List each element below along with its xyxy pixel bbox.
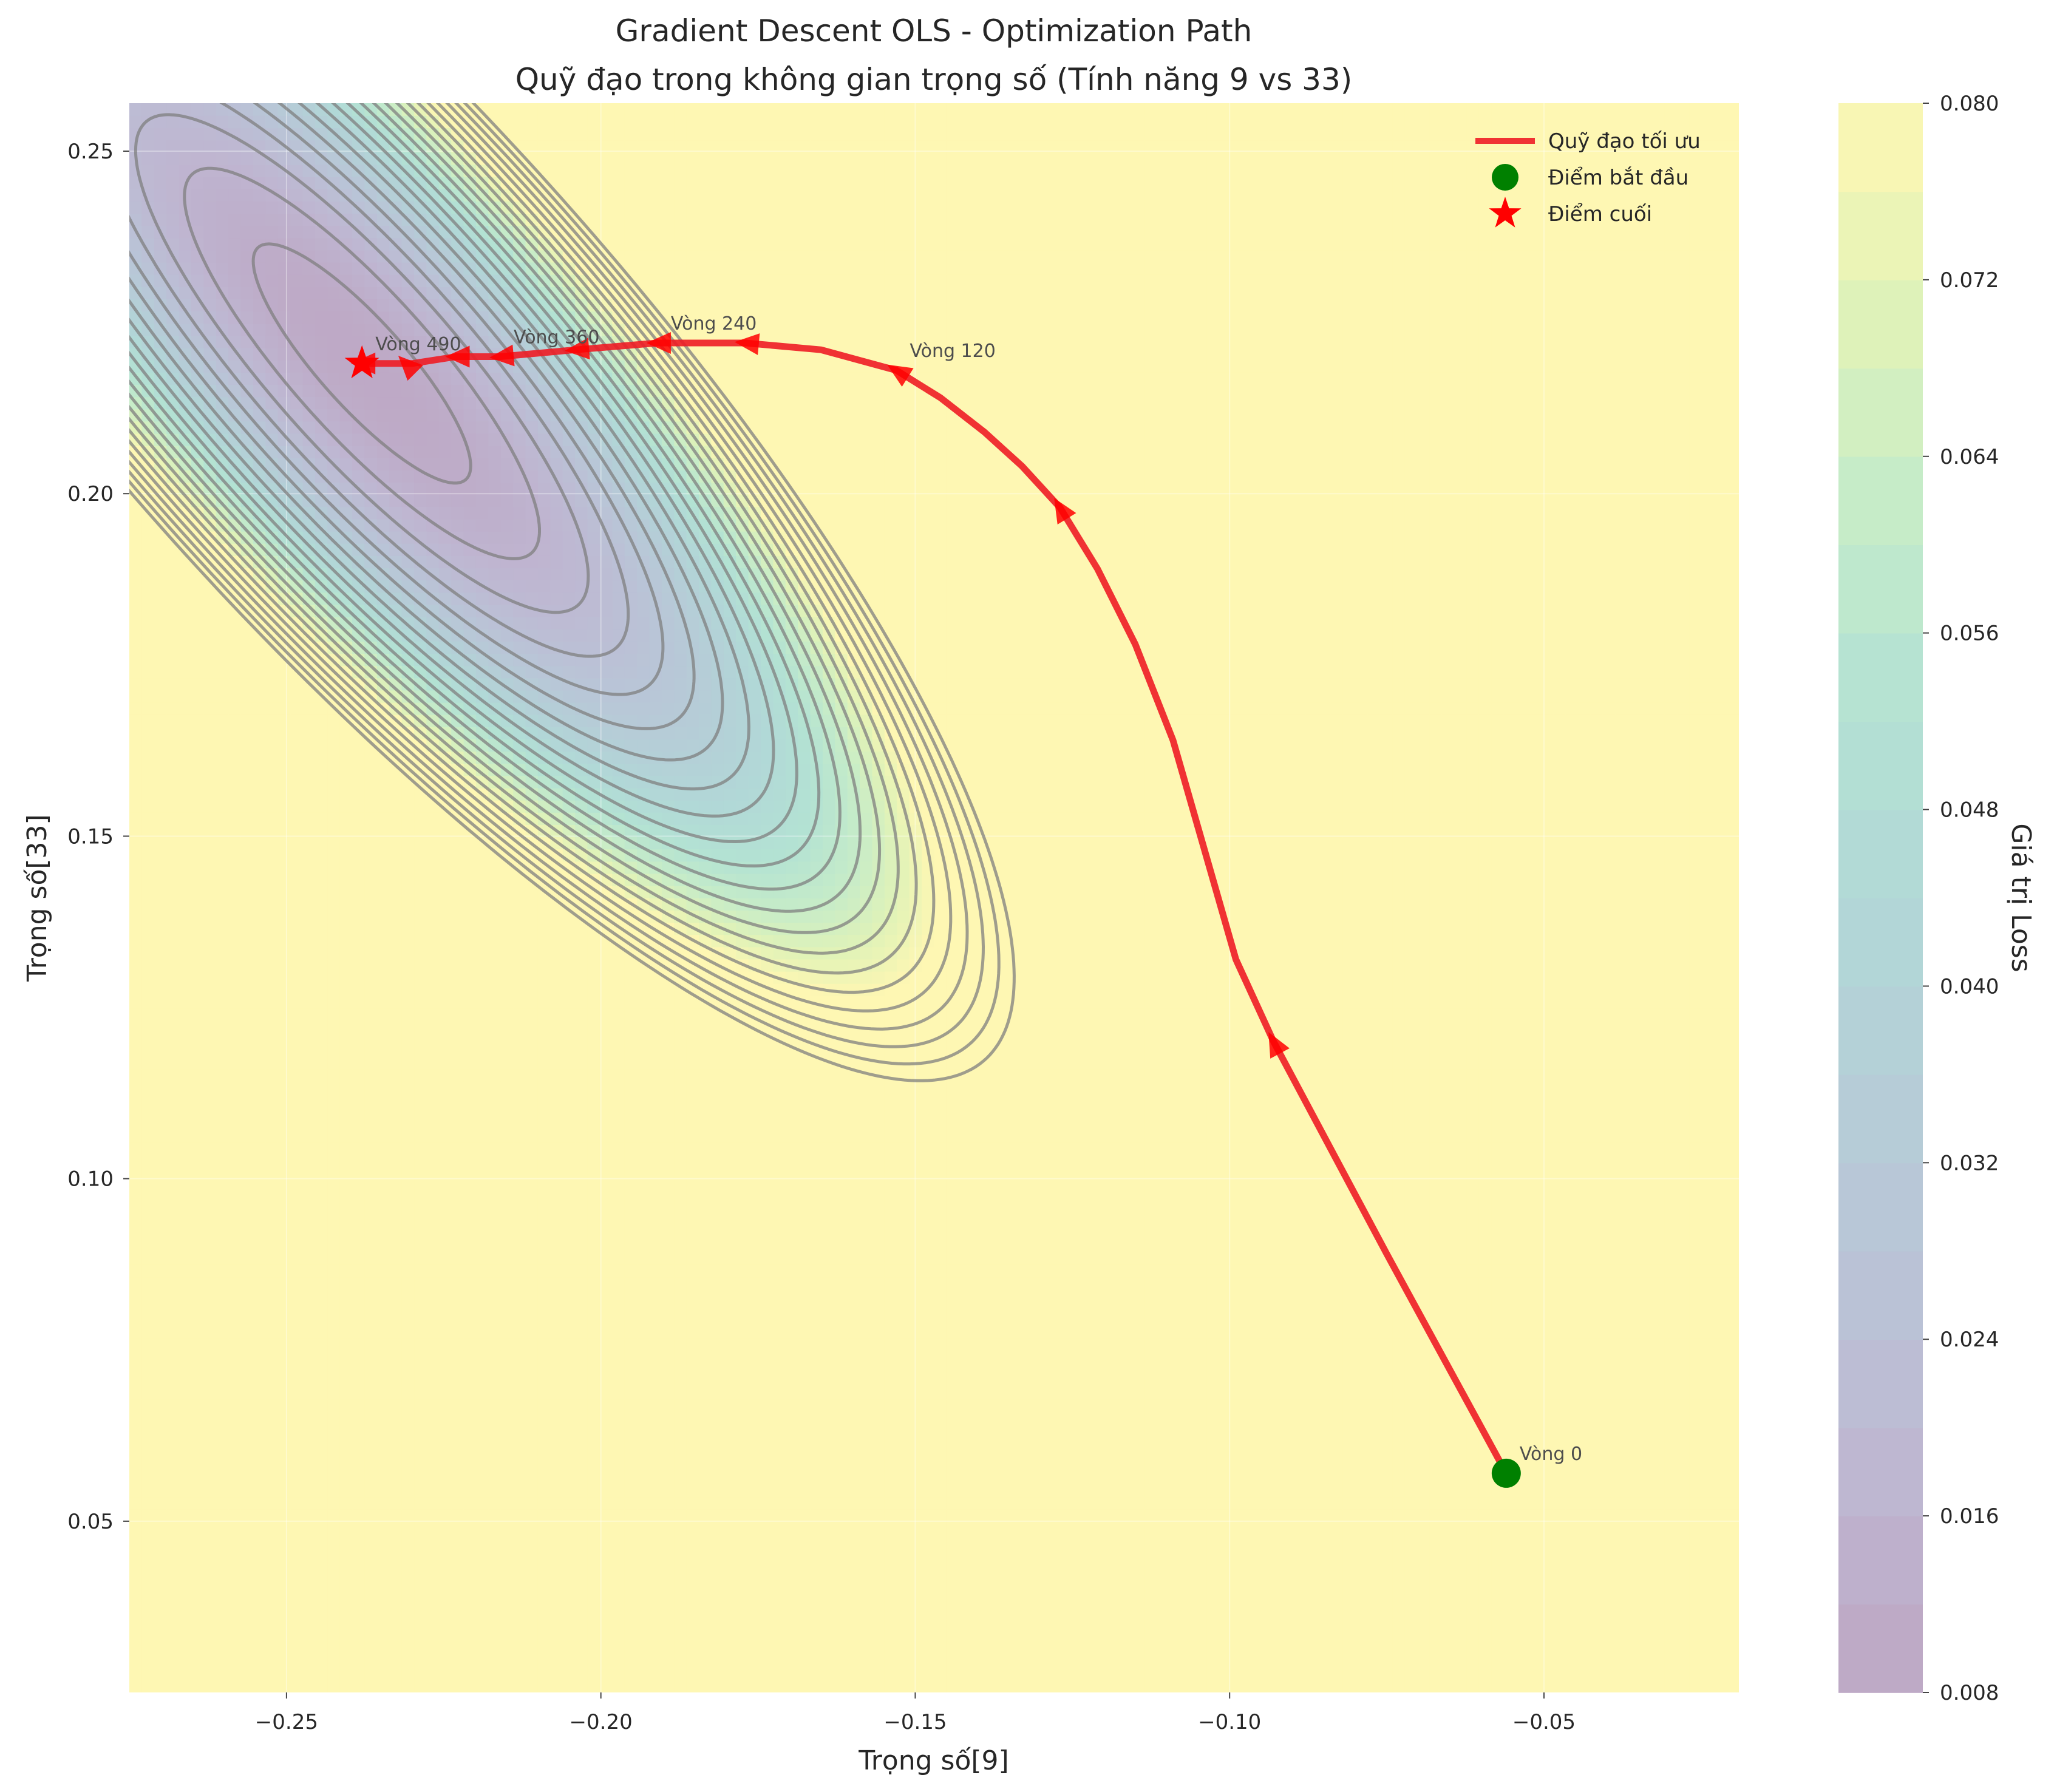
iteration-annotations: Vòng 0 Vòng 120 Vòng 240 Vòng 360 Vòng 490 [375,313,1582,1465]
iteration-annotation: Vòng 120 [910,341,995,362]
colorbar-band [1838,545,1923,634]
x-tick-label: −0.10 [1198,1710,1261,1734]
contour-line [129,103,798,844]
colorbar-tick-label: 0.048 [1940,798,1999,823]
contour-lines [129,103,1016,1082]
y-tick-label: 0.15 [67,824,114,849]
colorbar-band [1838,1251,1923,1340]
colorbar-band [1838,1339,1923,1428]
iteration-annotation: Vòng 360 [514,327,599,348]
colorbar-band [1838,456,1923,546]
contour-line [129,103,821,868]
contour-line [129,103,1001,1066]
y-tick-label: 0.25 [67,140,114,164]
y-axis: 0.05 0.10 0.15 0.20 0.25 [67,140,129,1534]
colorbar-tick-label: 0.040 [1940,974,1999,999]
legend-star-swatch [1489,197,1522,228]
colorbar-band [1838,633,1923,722]
colorbar-band [1838,279,1923,369]
contour-line [251,242,472,485]
colorbar-tick-label: 0.072 [1940,268,1999,293]
colorbar-band [1838,1427,1923,1516]
trajectory-arrow-marker [1054,498,1076,524]
x-tick-label: −0.25 [255,1710,318,1734]
colorbar-tick-label: 0.056 [1940,622,1999,646]
contour-line [129,103,953,1013]
colorbar: 0.008 0.016 0.024 0.032 0.040 0.048 0.056 0.064… [1838,92,1999,1705]
trajectory-arrow-marker [646,332,671,354]
iteration-annotation: Vòng 0 [1520,1444,1582,1465]
contour-line [129,103,750,791]
x-axis-label: Trọng số[9] [858,1745,1008,1776]
iteration-annotation: Vòng 490 [375,334,461,355]
chart-title: Gradient Descent OLS - Optimization Path [616,13,1253,49]
legend-item-label: Điểm cuối [1548,202,1652,226]
y-tick-label: 0.05 [67,1510,114,1534]
contour-line [129,103,862,913]
trajectory-arrow-marker [445,345,470,368]
trajectory-line [358,339,1510,1477]
end-point-marker [344,345,379,379]
colorbar-band [1838,721,1923,810]
contour-line [129,103,665,696]
trajectory-arrow-marker [398,356,423,381]
legend-item-label: Điểm bắt đầu [1548,166,1688,190]
x-tick-label: −0.05 [1512,1710,1576,1734]
y-tick-label: 0.20 [67,482,114,506]
contour-line [129,103,630,658]
colorbar-band [1838,1074,1923,1164]
x-axis: −0.25 −0.20 −0.15 −0.10 −0.05 [255,1692,1576,1734]
contour-line [129,103,842,891]
contour-line [129,103,1016,1082]
x-tick-label: −0.20 [570,1710,633,1734]
optimization-path [344,332,1521,1488]
trajectory-arrow-marker [734,333,760,355]
trajectory-arrow-marker [1268,1032,1290,1059]
contour-line [129,103,882,934]
colorbar-tick-label: 0.032 [1940,1151,1999,1175]
colorbar-band [1838,1516,1923,1605]
contour-line [129,103,724,762]
contour-line [129,103,900,955]
start-point-marker [1491,1458,1521,1488]
colorbar-tick-label: 0.024 [1940,1328,1999,1352]
contour-line [129,103,918,975]
contour-line [129,103,696,730]
plot-area [129,103,1739,1692]
colorbar-band [1838,191,1923,280]
loss-heatmap [129,103,1739,1692]
colorbar-tick-label: 0.008 [1940,1681,1999,1705]
colorbar-tick-label: 0.080 [1940,92,1999,116]
colorbar-band [1838,1604,1923,1693]
colorbar-label: Giá trị Loss [2005,823,2036,972]
colorbar-band [1838,103,1923,192]
colorbar-tick-label: 0.016 [1940,1504,1999,1529]
colorbar-band [1838,898,1923,987]
contour-line [129,103,775,818]
legend-item-label: Quỹ đạo tối ưu [1548,129,1701,154]
contour-line [134,113,590,614]
contour-line [129,103,936,994]
colorbar-band [1838,1162,1923,1252]
trajectory-arrow-marker [565,338,590,360]
y-axis-label: Trọng số[33] [22,814,53,982]
chart-subtitle: Quỹ đạo trong không gian trọng số (Tính … [515,62,1353,97]
colorbar-band [1838,368,1923,457]
colorbar-band [1838,809,1923,898]
colorbar-band [1838,986,1923,1075]
iteration-annotation: Vòng 240 [671,313,757,334]
trajectory-arrow-marker [489,344,515,367]
legend-circle-swatch [1492,164,1518,191]
contour-line [129,103,969,1031]
y-tick-label: 0.10 [67,1167,114,1192]
trajectory-arrow-marker [887,364,914,387]
x-tick-label: −0.15 [883,1710,947,1734]
legend: Quỹ đạo tối ưu Điểm bắt đầu Điểm cuối [1475,129,1701,228]
contour-line [129,103,985,1048]
colorbar-tick-label: 0.064 [1940,445,1999,469]
contour-line [183,166,541,560]
